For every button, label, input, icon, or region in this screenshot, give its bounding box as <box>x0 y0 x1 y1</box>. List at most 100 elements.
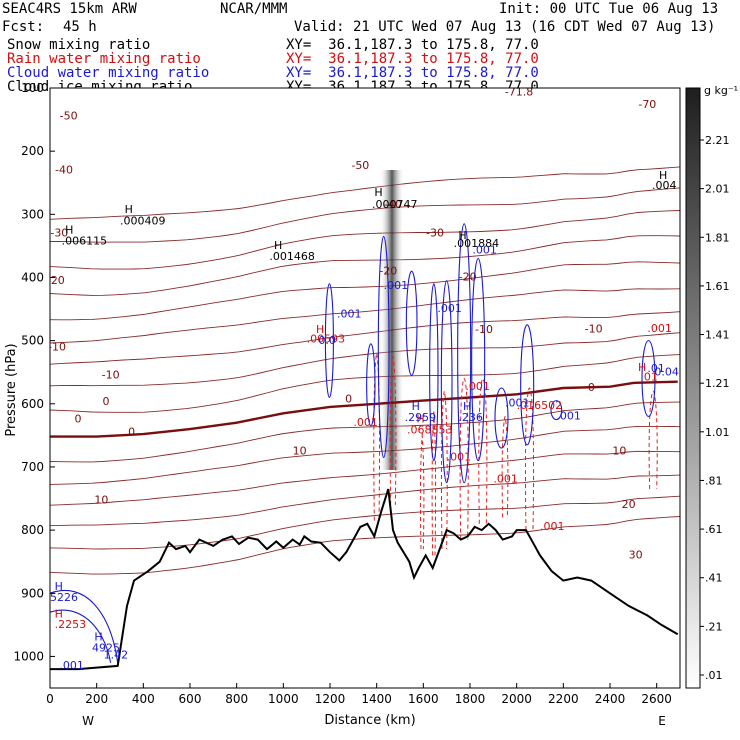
isotherm-label: -40 <box>384 198 402 211</box>
rain-value-label: H <box>55 607 63 620</box>
isotherm-label: -30 <box>50 226 68 239</box>
field-name-rain: Rain water mixing ratio <box>7 51 201 67</box>
isotherm-line <box>50 354 680 413</box>
rain-contour <box>648 390 658 490</box>
cloud-value-label: .001 <box>59 659 83 672</box>
isotherm-label: 10 <box>94 494 108 507</box>
y-tick-label: 200 <box>21 144 44 158</box>
isotherm-line <box>50 332 680 387</box>
rain-value-label: .001 <box>353 416 378 429</box>
rain-value-label: .016502 <box>517 399 563 412</box>
isotherm-line <box>50 474 680 527</box>
cloud-water-contour <box>457 223 472 484</box>
rain-contour <box>478 378 488 524</box>
x-tick-label: 2600 <box>641 692 672 706</box>
x-axis-title: Distance (km) <box>324 713 415 728</box>
cloud-value-label: H <box>55 580 63 593</box>
rain-value-label: H <box>316 323 324 336</box>
colorbar-tick-label: .81 <box>705 474 723 487</box>
isotherm-line <box>50 288 680 344</box>
cloud-value-label: .001 <box>337 307 362 320</box>
snow-value-label: .001884 <box>454 237 500 250</box>
snow-value-label: H <box>458 229 466 242</box>
isotherm-label: -10 <box>102 369 120 382</box>
rain-value-label: .01 <box>640 370 658 383</box>
isotherm-label: -10 <box>585 322 603 335</box>
valid-time: Valid: 21 UTC Wed 07 Aug 13 (16 CDT Wed … <box>294 19 716 35</box>
isotherm-label: -10 <box>48 341 66 354</box>
y-axis-title: Pressure (hPa) <box>4 343 19 436</box>
cloud-value-label: H <box>412 400 420 413</box>
forecast-label: Fcst: <box>2 19 45 35</box>
y-tick-label: 400 <box>21 270 44 284</box>
snow-value-label: .006115 <box>62 235 108 248</box>
cloud-water-contour <box>641 340 656 417</box>
cloud-value-label: .001 <box>384 279 409 292</box>
isotherm-line <box>50 166 680 220</box>
x-tick-label: 400 <box>132 692 155 706</box>
y-tick-label: 600 <box>21 397 44 411</box>
colorbar-tick-label: 1.01 <box>705 426 730 439</box>
cloud-water-contour <box>471 257 486 462</box>
isotherm-label: 0 <box>75 413 82 426</box>
y-tick-label: 700 <box>21 460 44 474</box>
colorbar-tick-label: 2.01 <box>705 183 730 196</box>
x-tick-label: 800 <box>225 692 248 706</box>
cloud-water-contour <box>429 283 439 462</box>
rain-value-label: .001 <box>493 473 518 486</box>
x-tick-label: 1000 <box>268 692 299 706</box>
isotherm-line <box>50 401 680 463</box>
isotherm-line <box>50 210 680 270</box>
snow-value-label: .000747 <box>372 198 418 211</box>
cloud-value-label: 0.0 <box>318 334 336 347</box>
y-tick-label: 500 <box>21 334 44 348</box>
isotherm-line <box>50 516 680 575</box>
x-tick-label: 2400 <box>595 692 626 706</box>
forecast-hours: 45 h <box>63 19 97 35</box>
east-label: E <box>658 714 666 728</box>
rain-value-label: .001 <box>465 380 490 393</box>
colorbar-tick-label: 1.21 <box>705 377 730 390</box>
cloud-water-contour <box>440 280 453 484</box>
cloud-water-contour <box>494 387 509 449</box>
colorbar-tick-label: .01 <box>705 669 723 682</box>
field-xy-snow: XY= 36.1,187.3 to 175.8, 77.0 <box>286 37 539 53</box>
cloud-water-contour <box>377 235 390 459</box>
freezing-level-line <box>50 380 678 438</box>
isotherm-label: 0 <box>588 381 595 394</box>
rain-value-label: .068853 <box>407 423 453 436</box>
rain-value-label: H <box>416 413 424 426</box>
snow-value-label: H <box>274 239 282 252</box>
snow-value-label: H <box>125 203 133 216</box>
terrain-line <box>50 488 679 671</box>
x-tick-label: 200 <box>85 692 108 706</box>
isotherm-label: 20 <box>622 498 636 511</box>
rain-value-label: .001 <box>540 520 565 533</box>
colorbar-tick-label: .41 <box>705 572 723 585</box>
y-tick-label: 800 <box>21 523 44 537</box>
isotherm-label: -20 <box>379 264 397 277</box>
rain-contour <box>389 355 397 505</box>
colorbar-tick-label: 1.81 <box>705 231 730 244</box>
cloud-value-label: .001 <box>505 396 530 409</box>
field-xy-cloud-water: XY= 36.1,187.3 to 175.8, 77.0 <box>286 65 539 81</box>
isotherm-line <box>50 187 680 243</box>
cloud-water-contour <box>324 283 334 399</box>
colorbar-unit: g kg⁻¹ <box>704 84 738 97</box>
colorbar-tick-label: 2.21 <box>705 134 730 147</box>
isotherm-label: -10 <box>475 323 493 336</box>
x-tick-label: 0 <box>46 692 54 706</box>
isotherm-label: -20 <box>459 271 477 284</box>
cloud-value-label: .001 <box>437 302 462 315</box>
isotherm-line <box>50 311 680 365</box>
y-tick-label: 1000 <box>13 649 44 663</box>
cloud-water-contour <box>550 400 563 421</box>
cloud-value-label: H <box>463 400 471 413</box>
cloud-water-contour <box>50 609 112 663</box>
cloud-water-contour <box>405 270 418 376</box>
cloud-value-label: 0.0467 <box>654 365 693 378</box>
isotherm-label: 30 <box>629 549 643 562</box>
x-tick-label: 1800 <box>455 692 486 706</box>
cloud-value-label: H <box>94 631 102 644</box>
